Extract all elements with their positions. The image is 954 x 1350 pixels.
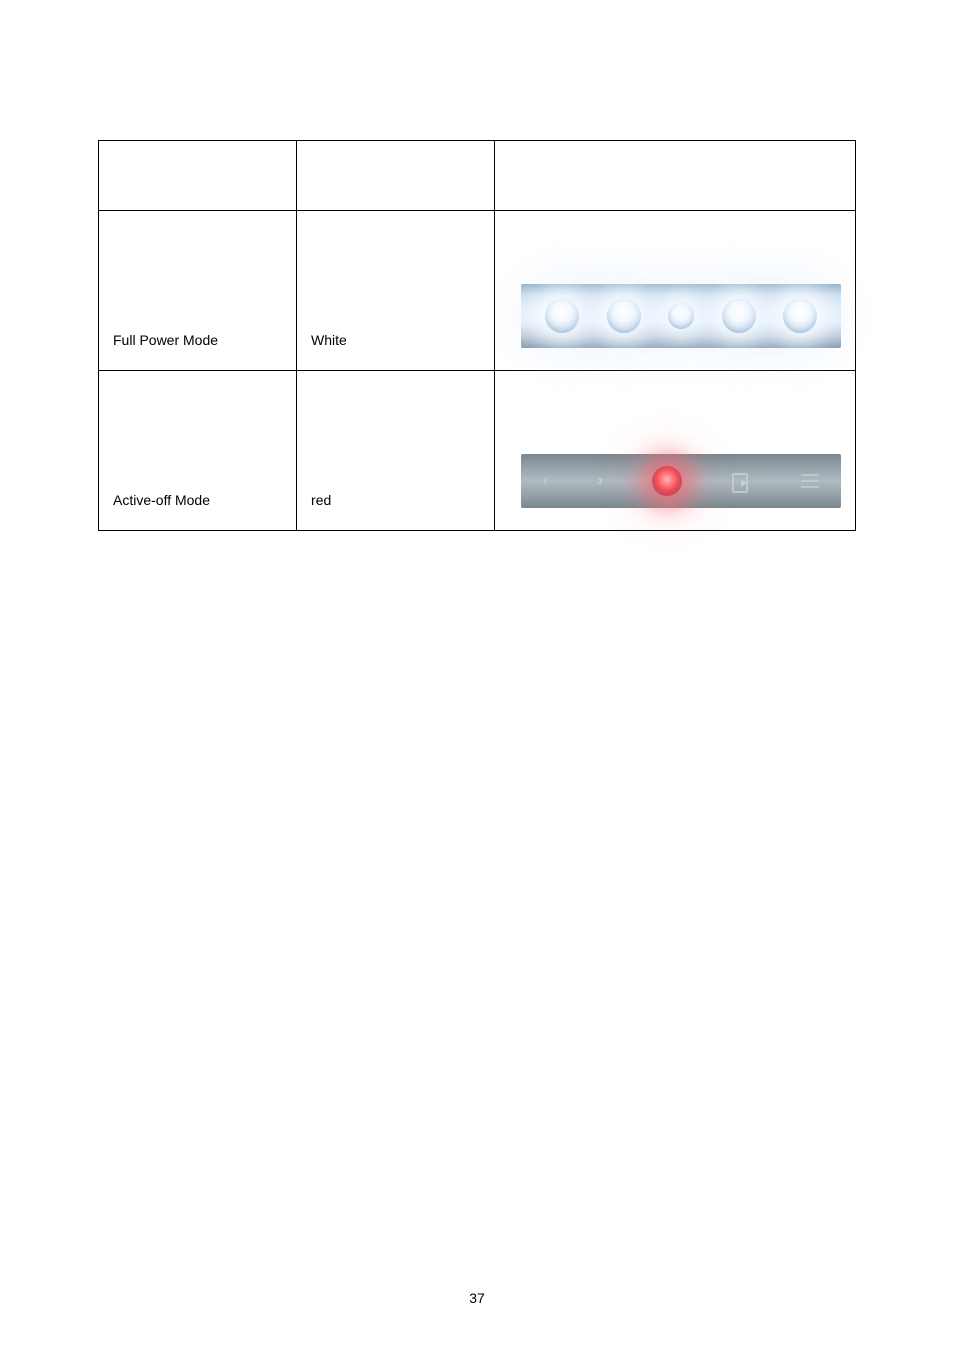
color-label: red bbox=[311, 492, 331, 508]
color-cell: White bbox=[297, 211, 495, 371]
led-strip-white bbox=[521, 284, 841, 348]
led-mode-table: Full Power Mode White Active-off Mode bbox=[98, 140, 856, 531]
led-strip-dark: ‹ › bbox=[521, 454, 841, 508]
white-led-icon bbox=[668, 303, 694, 329]
chevron-left-icon: ‹ bbox=[543, 473, 548, 489]
header-image-cell bbox=[495, 141, 856, 211]
table-row: Active-off Mode red ‹ › bbox=[99, 371, 856, 531]
chevron-right-icon: › bbox=[598, 473, 603, 489]
white-led-icon bbox=[783, 299, 817, 333]
exit-icon bbox=[732, 473, 752, 489]
page-number: 37 bbox=[0, 1290, 954, 1306]
white-led-icon bbox=[545, 299, 579, 333]
table-row: Full Power Mode White bbox=[99, 211, 856, 371]
led-image-cell: ‹ › bbox=[495, 371, 856, 531]
document-page: Full Power Mode White Active-off Mode bbox=[0, 0, 954, 531]
header-color-cell bbox=[297, 141, 495, 211]
white-led-icon bbox=[607, 299, 641, 333]
mode-cell: Active-off Mode bbox=[99, 371, 297, 531]
white-led-icon bbox=[722, 299, 756, 333]
mode-label: Full Power Mode bbox=[113, 332, 218, 348]
menu-icon bbox=[801, 474, 819, 488]
led-image-cell bbox=[495, 211, 856, 371]
table-header-row bbox=[99, 141, 856, 211]
color-cell: red bbox=[297, 371, 495, 531]
color-label: White bbox=[311, 332, 347, 348]
mode-label: Active-off Mode bbox=[113, 492, 210, 508]
header-mode-cell bbox=[99, 141, 297, 211]
mode-cell: Full Power Mode bbox=[99, 211, 297, 371]
red-led-icon bbox=[652, 466, 682, 496]
